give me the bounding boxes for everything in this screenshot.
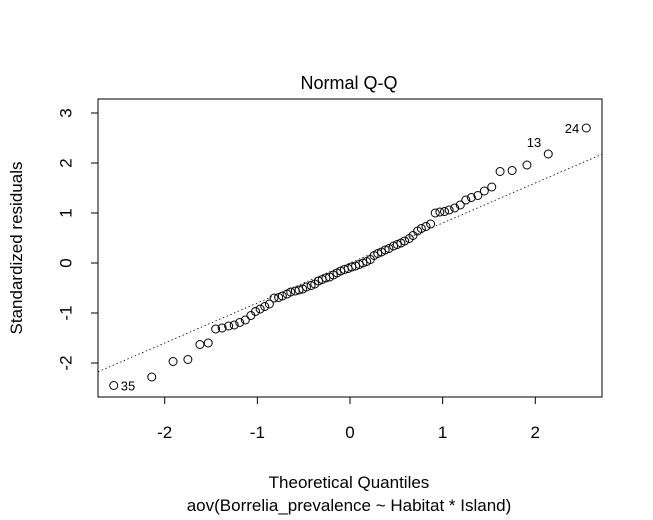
data-point [224, 321, 234, 331]
data-point [321, 273, 331, 283]
y-tick-label: -2 [56, 355, 75, 370]
data-point [294, 285, 304, 295]
data-point [507, 166, 517, 175]
data-point [435, 207, 445, 217]
data-point [421, 222, 431, 231]
chart-subtitle: aov(Borrelia_prevalence ~ Habitat * Isla… [187, 496, 512, 515]
data-point [426, 219, 436, 229]
data-point [168, 357, 178, 366]
data-point [251, 307, 260, 316]
data-point [487, 182, 497, 192]
data-point [416, 224, 426, 233]
point-labels-layer: 24 13 35 [121, 121, 580, 394]
point-label: 24 [565, 121, 579, 136]
data-point [211, 324, 221, 334]
x-tick-label: -2 [157, 423, 172, 442]
x-tick-label: 0 [345, 423, 354, 442]
data-point [384, 244, 394, 253]
chart-title: Normal Q-Q [300, 73, 397, 93]
data-point [430, 208, 440, 218]
data-point [147, 372, 157, 382]
data-point [301, 282, 311, 292]
data-point [183, 355, 193, 364]
data-point [229, 320, 239, 330]
data-point [495, 167, 505, 176]
reference-line [97, 153, 603, 373]
data-point [255, 304, 265, 314]
data-point [479, 186, 489, 196]
y-axis: -2 -1 0 1 2 3 [56, 108, 99, 371]
y-tick-label: 2 [56, 158, 75, 167]
data-point [277, 291, 287, 301]
y-axis-label: Standardized residuals [7, 162, 26, 335]
x-axis: -2 -1 0 1 2 [157, 396, 540, 442]
data-point [455, 200, 465, 210]
points-layer [109, 123, 591, 390]
y-tick-label: -1 [56, 305, 75, 320]
data-point [286, 287, 296, 297]
data-point [450, 203, 460, 213]
y-tick-label: 1 [56, 208, 75, 217]
point-label: 13 [527, 135, 541, 150]
data-point [461, 195, 471, 205]
data-point [400, 236, 410, 246]
point-label: 35 [121, 379, 135, 394]
data-point [260, 302, 270, 311]
data-point [522, 160, 532, 170]
data-point [473, 191, 483, 200]
x-tick-label: 1 [438, 423, 447, 442]
data-point [195, 340, 205, 349]
x-tick-label: -1 [250, 423, 265, 442]
data-point [109, 381, 119, 390]
data-point [235, 318, 245, 327]
data-point [240, 315, 250, 325]
y-tick-label: 0 [56, 258, 75, 267]
data-point [203, 338, 213, 348]
y-tick-label: 3 [56, 108, 75, 117]
data-point [444, 205, 454, 215]
data-point [543, 149, 553, 159]
data-point [408, 231, 418, 240]
x-tick-label: 2 [531, 423, 540, 442]
data-point [466, 193, 476, 202]
data-point [217, 323, 227, 333]
data-point [581, 123, 591, 133]
data-point [269, 293, 279, 303]
data-point [440, 207, 449, 216]
x-axis-label: Theoretical Quantiles [269, 473, 430, 492]
data-point [264, 299, 274, 309]
